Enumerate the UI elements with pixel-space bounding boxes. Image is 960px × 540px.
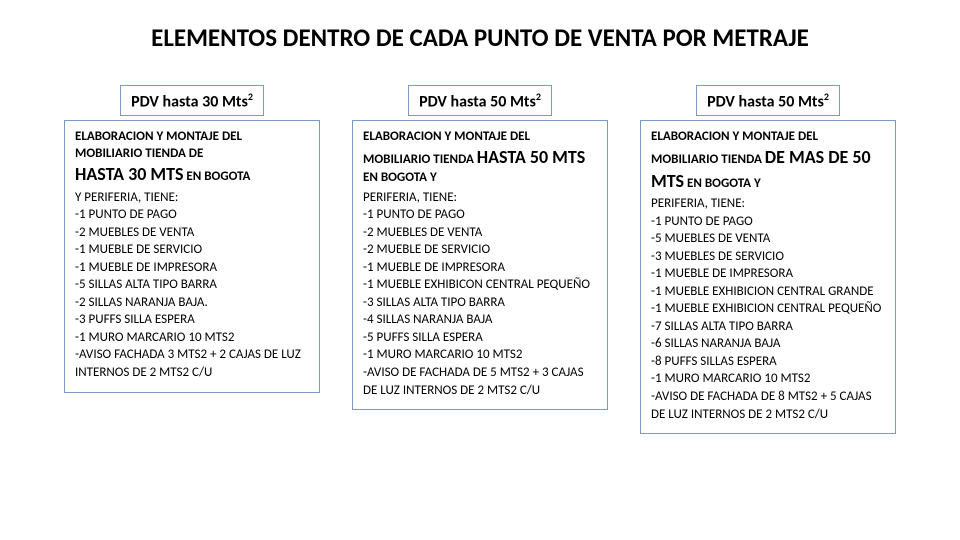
- list-item: -AVISO FACHADA 3 MTS2 + 2 CAJAS DE LUZ I…: [75, 346, 309, 381]
- list-item: -1 MURO MARCARIO 10 MTS2: [75, 329, 309, 347]
- list-item: -5 PUFFS SILLA ESPERA: [363, 329, 597, 347]
- columns-container: PDV hasta 30 Mts2 ELABORACION Y MONTAJE …: [40, 85, 920, 434]
- column-3-items: PERIFERIA, TIENE: -1 PUNTO DE PAGO -5 MU…: [651, 195, 885, 423]
- page-title: ELEMENTOS DENTRO DE CADA PUNTO DE VENTA …: [40, 22, 920, 53]
- list-item: -2 MUEBLES DE VENTA: [75, 224, 309, 242]
- list-item: -1 PUNTO DE PAGO: [363, 206, 597, 224]
- list-item: -2 SILLAS NARANJA BAJA.: [75, 294, 309, 312]
- list-item: -1 MURO MARCARIO 10 MTS2: [651, 370, 885, 388]
- list-item: -1 MUEBLE DE IMPRESORA: [651, 265, 885, 283]
- column-3-intro-tail: EN BOGOTA Y: [684, 176, 761, 191]
- column-3: PDV hasta 50 Mts2 ELABORACION Y MONTAJE …: [640, 85, 896, 434]
- list-item: -3 MUEBLES DE SERVICIO: [651, 248, 885, 266]
- column-3-header: PDV hasta 50 Mts2: [696, 85, 840, 116]
- list-item: -4 SILLAS NARANJA BAJA: [363, 311, 597, 329]
- list-item: -1 MUEBLE DE SERVICIO: [75, 241, 309, 259]
- list-item: -1 MUEBLE EXHIBICON CENTRAL PEQUEÑO: [363, 276, 597, 294]
- list-item: -5 MUEBLES DE VENTA: [651, 230, 885, 248]
- list-item: -1 MUEBLE EXHIBICION CENTRAL GRANDE: [651, 283, 885, 301]
- column-1-body: ELABORACION Y MONTAJE DEL MOBILIARIO TIE…: [64, 120, 320, 392]
- column-1: PDV hasta 30 Mts2 ELABORACION Y MONTAJE …: [64, 85, 320, 434]
- column-2-intro-big: HASTA 50 MTS: [477, 146, 585, 168]
- column-1-header-sup: 2: [248, 90, 253, 103]
- column-2-intro-tail: EN BOGOTA Y: [363, 170, 437, 185]
- list-item: -1 MUEBLE DE IMPRESORA: [363, 259, 597, 277]
- list-item: -1 PUNTO DE PAGO: [75, 206, 309, 224]
- list-item: -3 SILLAS ALTA TIPO BARRA: [363, 294, 597, 312]
- column-3-intro-line2-pre: MOBILIARIO TIENDA: [651, 152, 765, 167]
- list-item: -AVISO DE FACHADA DE 8 MTS2 + 5 CAJAS DE…: [651, 388, 885, 423]
- column-2-items: PERIFERIA, TIENE: -1 PUNTO DE PAGO -2 MU…: [363, 189, 597, 400]
- list-item: -1 MURO MARCARIO 10 MTS2: [363, 346, 597, 364]
- column-1-periferia: Y PERIFERIA, TIENE:: [75, 189, 309, 207]
- list-item: -2 MUEBLE DE SERVICIO: [363, 241, 597, 259]
- list-item: -7 SILLAS ALTA TIPO BARRA: [651, 318, 885, 336]
- column-3-body: ELABORACION Y MONTAJE DEL MOBILIARIO TIE…: [640, 120, 896, 434]
- column-1-header-text: PDV hasta 30 Mts: [131, 92, 248, 111]
- list-item: -1 PUNTO DE PAGO: [651, 213, 885, 231]
- list-item: -6 SILLAS NARANJA BAJA: [651, 335, 885, 353]
- column-1-items: Y PERIFERIA, TIENE: -1 PUNTO DE PAGO -2 …: [75, 189, 309, 382]
- list-item: -AVISO DE FACHADA DE 5 MTS2 + 3 CAJAS DE…: [363, 364, 597, 399]
- column-3-header-sup: 2: [824, 90, 829, 103]
- column-3-intro-line1: ELABORACION Y MONTAJE DEL: [651, 129, 818, 144]
- column-2-header: PDV hasta 50 Mts2: [408, 85, 552, 116]
- column-2-intro-line2-pre: MOBILIARIO TIENDA: [363, 152, 477, 167]
- column-2-header-text: PDV hasta 50 Mts: [419, 92, 536, 111]
- list-item: -3 PUFFS SILLA ESPERA: [75, 311, 309, 329]
- list-item: -1 MUEBLE DE IMPRESORA: [75, 259, 309, 277]
- column-1-intro-big: HASTA 30 MTS: [75, 163, 183, 185]
- list-item: -1 MUEBLE EXHIBICION CENTRAL PEQUEÑO: [651, 300, 885, 318]
- list-item: -5 SILLAS ALTA TIPO BARRA: [75, 276, 309, 294]
- column-2: PDV hasta 50 Mts2 ELABORACION Y MONTAJE …: [352, 85, 608, 434]
- column-3-periferia: PERIFERIA, TIENE:: [651, 195, 885, 213]
- list-item: -2 MUEBLES DE VENTA: [363, 224, 597, 242]
- column-2-header-sup: 2: [536, 90, 541, 103]
- list-item: -8 PUFFS SILLAS ESPERA: [651, 353, 885, 371]
- column-1-header: PDV hasta 30 Mts2: [120, 85, 264, 116]
- column-1-intro-tail: EN BOGOTA: [183, 169, 250, 184]
- column-2-body: ELABORACION Y MONTAJE DEL MOBILIARIO TIE…: [352, 120, 608, 410]
- column-1-intro-line1: ELABORACION Y MONTAJE DEL MOBILIARIO TIE…: [75, 129, 242, 161]
- column-2-periferia: PERIFERIA, TIENE:: [363, 189, 597, 207]
- column-3-header-text: PDV hasta 50 Mts: [707, 92, 824, 111]
- column-2-intro-line1: ELABORACION Y MONTAJE DEL: [363, 129, 530, 144]
